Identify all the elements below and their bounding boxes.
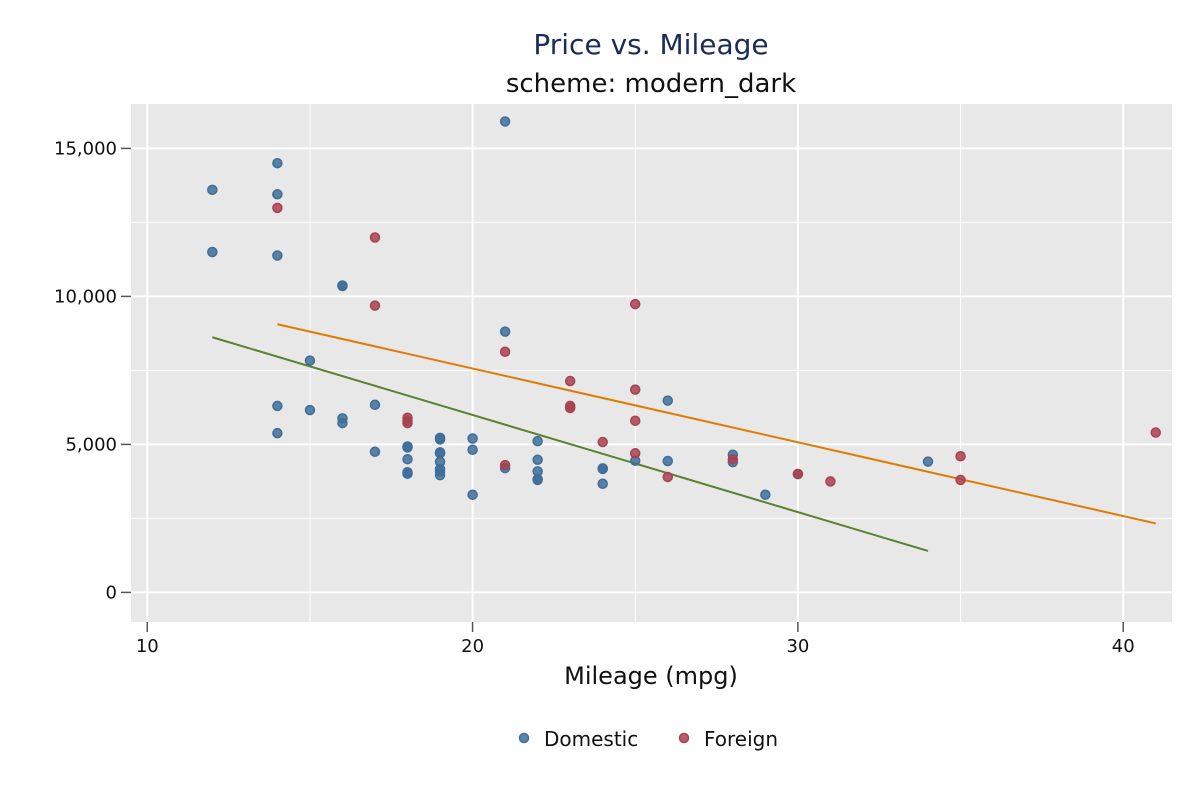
domestic-fit-line xyxy=(212,336,929,552)
foreign-point xyxy=(629,415,641,426)
foreign-point xyxy=(727,453,739,465)
domestic-point xyxy=(532,474,543,486)
foreign-point xyxy=(499,459,511,471)
foreign-point xyxy=(629,298,641,310)
domestic-point xyxy=(369,446,381,458)
chart-subtitle: scheme: modern_dark xyxy=(506,69,796,99)
foreign-point xyxy=(629,448,641,459)
domestic-point xyxy=(337,417,348,429)
domestic-point xyxy=(434,448,446,459)
fit-lines xyxy=(212,323,1156,552)
domestic-point xyxy=(662,455,674,467)
foreign-point xyxy=(792,468,804,480)
domestic-point xyxy=(272,400,283,412)
foreign-legend-marker xyxy=(678,732,690,744)
x-tick-label: 20 xyxy=(461,636,484,657)
foreign-point xyxy=(955,474,966,486)
foreign-point xyxy=(564,402,576,414)
foreign-legend-label: Foreign xyxy=(704,727,778,751)
domestic-point xyxy=(434,469,446,481)
data-points xyxy=(207,116,1161,500)
y-tick-label: 10,000 xyxy=(54,286,117,307)
domestic-point xyxy=(304,355,316,366)
y-tick-label: 15,000 xyxy=(54,138,117,159)
foreign-point xyxy=(825,476,836,487)
y-tick-label: 5,000 xyxy=(65,434,117,455)
chart-title: Price vs. Mileage xyxy=(533,28,768,61)
domestic-point xyxy=(922,456,934,467)
domestic-point xyxy=(402,453,413,465)
domestic-point xyxy=(662,395,674,406)
domestic-point xyxy=(402,468,413,479)
foreign-point xyxy=(629,384,641,395)
foreign-point xyxy=(662,471,674,483)
foreign-fit-line xyxy=(277,323,1156,525)
domestic-legend-marker xyxy=(518,732,530,744)
x-tick-label: 10 xyxy=(136,636,159,657)
domestic-point xyxy=(760,489,771,500)
foreign-point xyxy=(564,375,576,387)
domestic-point xyxy=(532,454,543,466)
x-tick-label: 30 xyxy=(786,636,809,657)
domestic-point xyxy=(304,404,316,416)
foreign-point xyxy=(272,202,283,214)
domestic-point xyxy=(272,427,283,439)
domestic-point xyxy=(499,116,511,127)
domestic-point xyxy=(467,444,478,455)
foreign-point xyxy=(955,450,966,462)
x-axis-title: Mileage (mpg) xyxy=(564,662,738,690)
legend: Domestic Foreign xyxy=(518,727,778,751)
domestic-point xyxy=(597,478,608,490)
foreign-point xyxy=(402,417,413,429)
domestic-point xyxy=(272,250,283,261)
domestic-point xyxy=(434,434,446,445)
gridlines xyxy=(131,104,1172,622)
domestic-point xyxy=(207,184,218,196)
foreign-point xyxy=(1150,427,1161,438)
domestic-point xyxy=(207,246,218,258)
domestic-point xyxy=(597,463,608,475)
x-tick-label: 40 xyxy=(1112,636,1135,657)
domestic-point xyxy=(532,435,543,447)
foreign-point xyxy=(499,346,511,358)
plot-area xyxy=(131,104,1172,622)
y-tick-label: 0 xyxy=(106,582,117,603)
domestic-point xyxy=(369,399,381,410)
domestic-point xyxy=(467,489,478,500)
domestic-point xyxy=(272,157,283,169)
domestic-point xyxy=(467,433,478,444)
domestic-point xyxy=(272,189,283,200)
foreign-point xyxy=(597,436,608,448)
domestic-point xyxy=(499,326,511,337)
axes: 0 5,000 10,000 15,000 10 20 30 40 xyxy=(54,138,1135,657)
domestic-legend-label: Domestic xyxy=(544,727,638,751)
domestic-point xyxy=(337,280,348,292)
domestic-point xyxy=(402,442,413,453)
foreign-point xyxy=(369,300,381,311)
foreign-point xyxy=(369,232,381,243)
